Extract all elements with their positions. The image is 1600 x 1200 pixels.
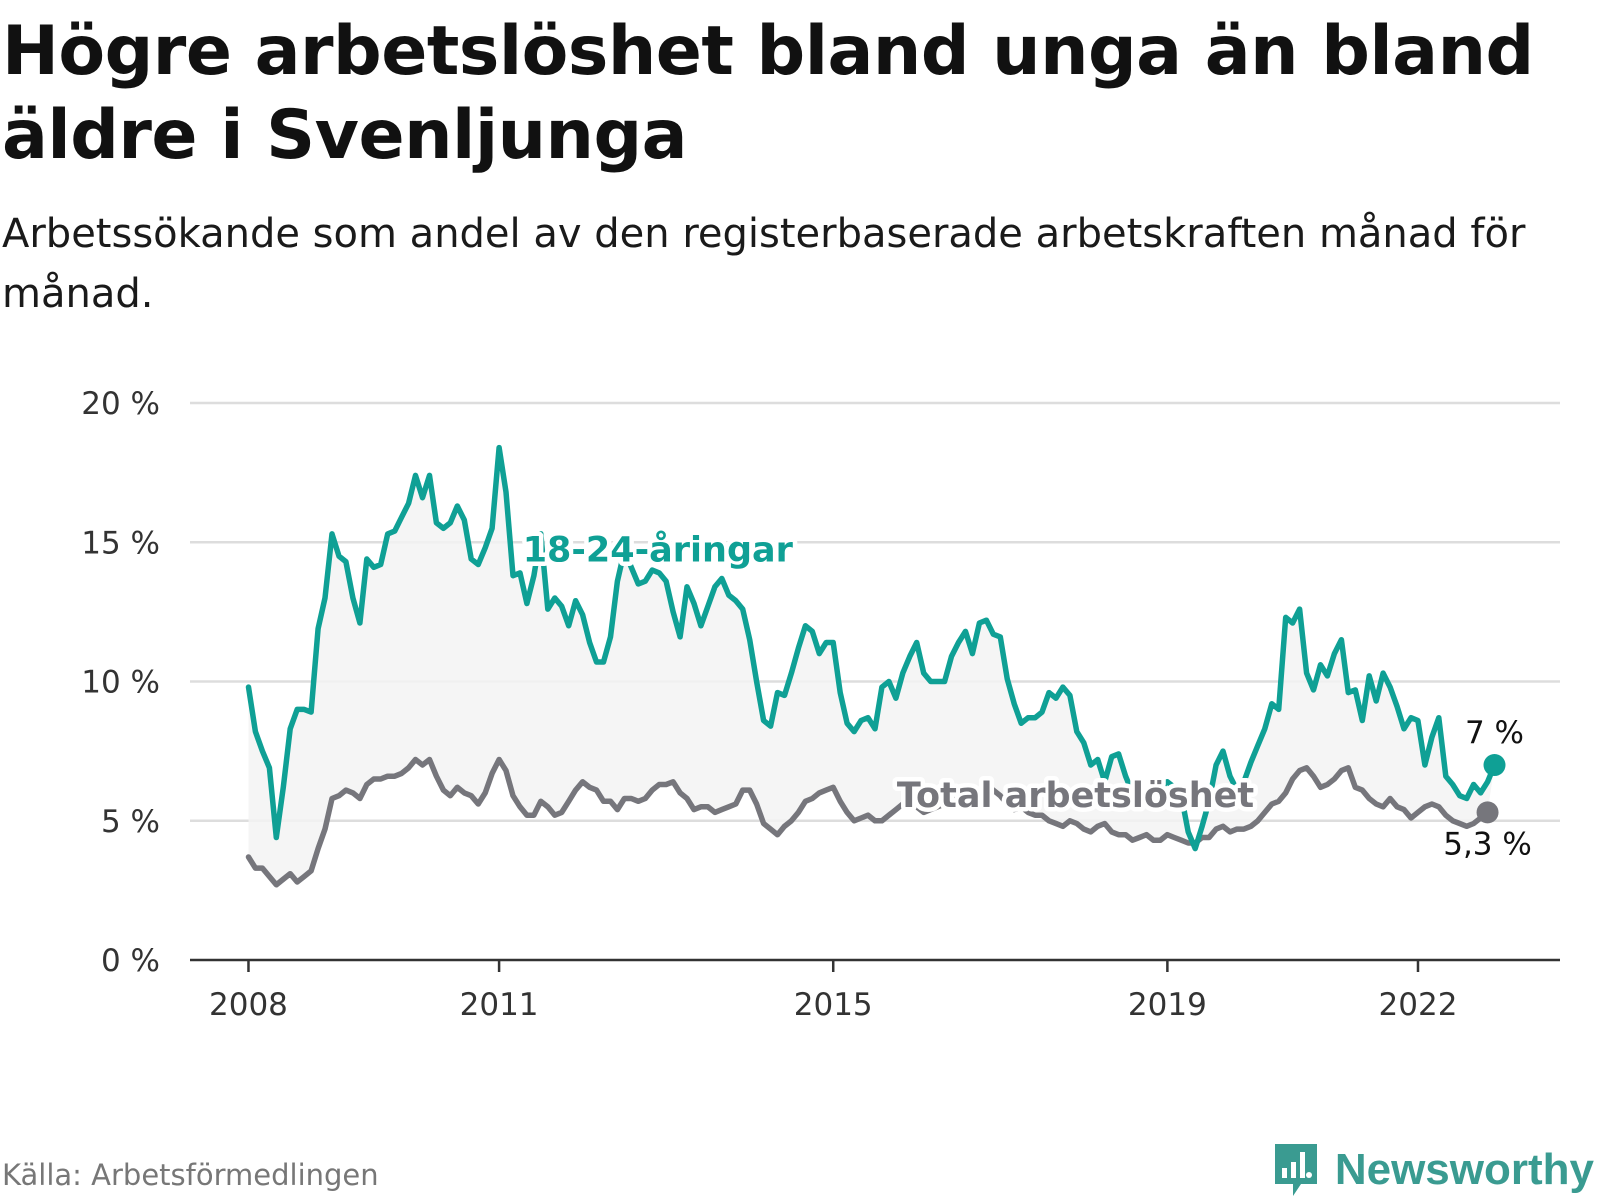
chart-subtitle: Arbetssökande som andel av den registerb…: [2, 211, 1526, 317]
x-tick-label: 2015: [794, 987, 873, 1023]
series-line-young: [245, 444, 1498, 852]
y-tick-label: 5 %: [101, 804, 160, 840]
brand-logo[interactable]: Newsworthy: [1271, 1140, 1594, 1200]
y-tick-label: 10 %: [81, 665, 160, 701]
newsworthy-logo-icon: [1274, 1144, 1317, 1196]
y-tick-label: 20 %: [81, 386, 160, 422]
end-label-young: 7 %: [1465, 715, 1524, 751]
annotation-halo: Total arbetslöshet: [897, 776, 1254, 816]
x-tick-label: 2022: [1379, 987, 1458, 1023]
range-band: [248, 447, 1495, 885]
end-label-total: 5,3 %: [1443, 826, 1532, 862]
line-chart: 0 % 5 % 10 % 15 % 20 % 2008 2011 2015 2019 2022 7 …: [81, 386, 1560, 1023]
x-tick-label: 2019: [1128, 987, 1207, 1023]
y-tick-label: 15 %: [81, 525, 160, 561]
brand-name: Newsworthy: [1334, 1145, 1594, 1194]
chart-title: Högre arbetslöshet bland unga än bland ä…: [2, 12, 1534, 175]
series-line-total: [245, 756, 1491, 888]
source-note: Källa: Arbetsförmedlingen: [2, 1158, 379, 1192]
chart-labels: 0 % 5 % 10 % 15 % 20 % 2008 2011 2015 2019 2022 7 …: [81, 386, 1532, 1023]
series-annotation-young: 18-24-åringar: [523, 530, 794, 571]
end-marker-young: [1483, 754, 1506, 777]
annotation-halo: 18-24-åringar: [523, 530, 794, 571]
x-tick-label: 2008: [209, 987, 288, 1023]
x-tick-label: 2011: [460, 987, 539, 1023]
series-annotation-total: Total arbetslöshet: [897, 776, 1254, 816]
end-marker-total: [1476, 801, 1499, 824]
y-tick-label: 0 %: [101, 943, 160, 979]
series-lines: [245, 444, 1506, 888]
axes: [190, 958, 1560, 972]
band-between-series: [248, 447, 1495, 885]
